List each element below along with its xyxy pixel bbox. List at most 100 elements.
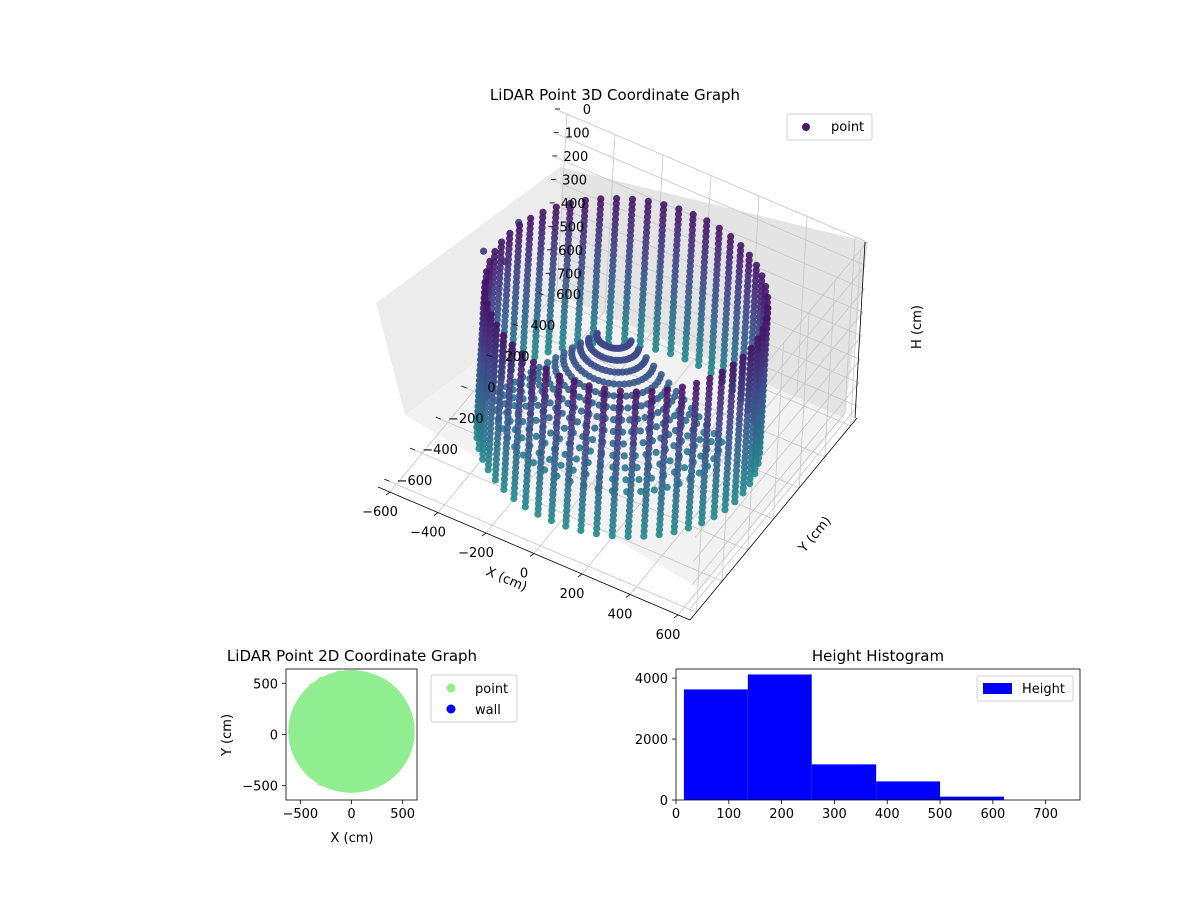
legend-2d-label-point: point [475, 682, 508, 697]
point-3d [674, 455, 682, 464]
point-3d [677, 404, 685, 412]
point-3d [523, 287, 531, 295]
point-3d [654, 294, 663, 302]
point-3d [639, 285, 647, 293]
point-3d [683, 324, 691, 332]
point-3d [575, 305, 583, 313]
point-3d [703, 431, 711, 439]
point-3d [527, 410, 535, 418]
point-3d [742, 432, 750, 440]
point-3d [578, 511, 586, 519]
point-3d [711, 497, 719, 505]
point-3d [592, 277, 600, 286]
point-3d [656, 510, 665, 518]
point-3d [499, 342, 507, 350]
point-3d [520, 338, 528, 346]
y-tick-mark-3d [461, 385, 467, 389]
y-tick-label-3d: −200 [448, 412, 484, 427]
point-3d [579, 490, 587, 498]
point-3d [592, 530, 601, 538]
point-2d [317, 780, 324, 787]
point-3d [671, 517, 679, 526]
point-3d [492, 321, 500, 329]
point-3d [623, 288, 631, 296]
point-3d [481, 409, 489, 417]
point-3d [726, 248, 734, 256]
point-3d [505, 387, 514, 396]
point-3d [568, 419, 576, 427]
point-3d [555, 388, 563, 396]
point-3d [537, 234, 546, 242]
point-3d [675, 435, 684, 443]
point-3d [495, 290, 503, 298]
legend-2d-marker-wall [446, 704, 456, 714]
point-3d [712, 477, 720, 485]
point-3d [578, 258, 586, 267]
point-3d [739, 358, 747, 366]
point-3d [579, 480, 588, 488]
point-3d [522, 498, 530, 506]
point-3d [549, 486, 557, 494]
point-3d [549, 491, 557, 499]
point-3d [625, 512, 633, 520]
point-3d [513, 263, 521, 271]
point-3d [728, 387, 736, 395]
point-3d [752, 277, 760, 285]
point-3d [704, 410, 712, 418]
point-3d [734, 436, 742, 444]
point-3d [657, 505, 665, 513]
point-3d [667, 344, 675, 352]
point-3d [577, 521, 585, 529]
point-3d [612, 205, 620, 213]
x-tick-label-histogram: 400 [875, 807, 900, 822]
point-3d [712, 286, 720, 294]
point-3d [568, 408, 576, 417]
point-3d [701, 243, 709, 251]
point-3d [609, 516, 617, 524]
point-3d [625, 517, 633, 525]
point-3d [548, 275, 556, 284]
point-3d [746, 365, 754, 373]
point-3d [491, 352, 499, 360]
histogram-bars [683, 674, 1004, 800]
point-3d [699, 498, 707, 506]
point-3d [551, 444, 560, 452]
point-3d [613, 449, 621, 457]
point-3d [711, 302, 719, 310]
point-3d [714, 446, 722, 454]
point-3d [628, 471, 636, 479]
point-3d [656, 268, 664, 276]
point-3d [716, 399, 725, 407]
point-3d [555, 377, 563, 385]
point-3d [742, 437, 750, 445]
point-3d [695, 361, 703, 370]
point-3d [513, 448, 521, 456]
histogram-bar [811, 764, 877, 800]
point-3d [703, 426, 711, 434]
point-3d [624, 273, 632, 281]
point-3d [606, 308, 614, 316]
ticks-histogram: 0 100 200 300 400 500 600 700 0 2000 4000 [635, 672, 1058, 822]
point-3d [722, 495, 730, 503]
point-3d [507, 367, 515, 375]
point-3d [705, 390, 713, 398]
legend-histogram-label: Height [1022, 682, 1065, 697]
point-3d [512, 283, 520, 291]
point-3d [661, 432, 669, 441]
point-3d [565, 225, 573, 233]
point-3d [640, 270, 648, 278]
point-3d [680, 464, 689, 472]
point-3d [585, 382, 593, 390]
point-3d [698, 299, 706, 308]
histogram-bar [876, 781, 941, 800]
point-3d [693, 379, 701, 387]
point-3d [535, 489, 543, 498]
point-3d [749, 412, 758, 421]
point-3d [486, 440, 494, 448]
point-3d [638, 311, 646, 319]
point-3d [566, 455, 574, 463]
point-3d [626, 491, 635, 499]
point-3d [733, 309, 741, 317]
point-3d [668, 319, 677, 327]
point-3d [481, 284, 489, 292]
